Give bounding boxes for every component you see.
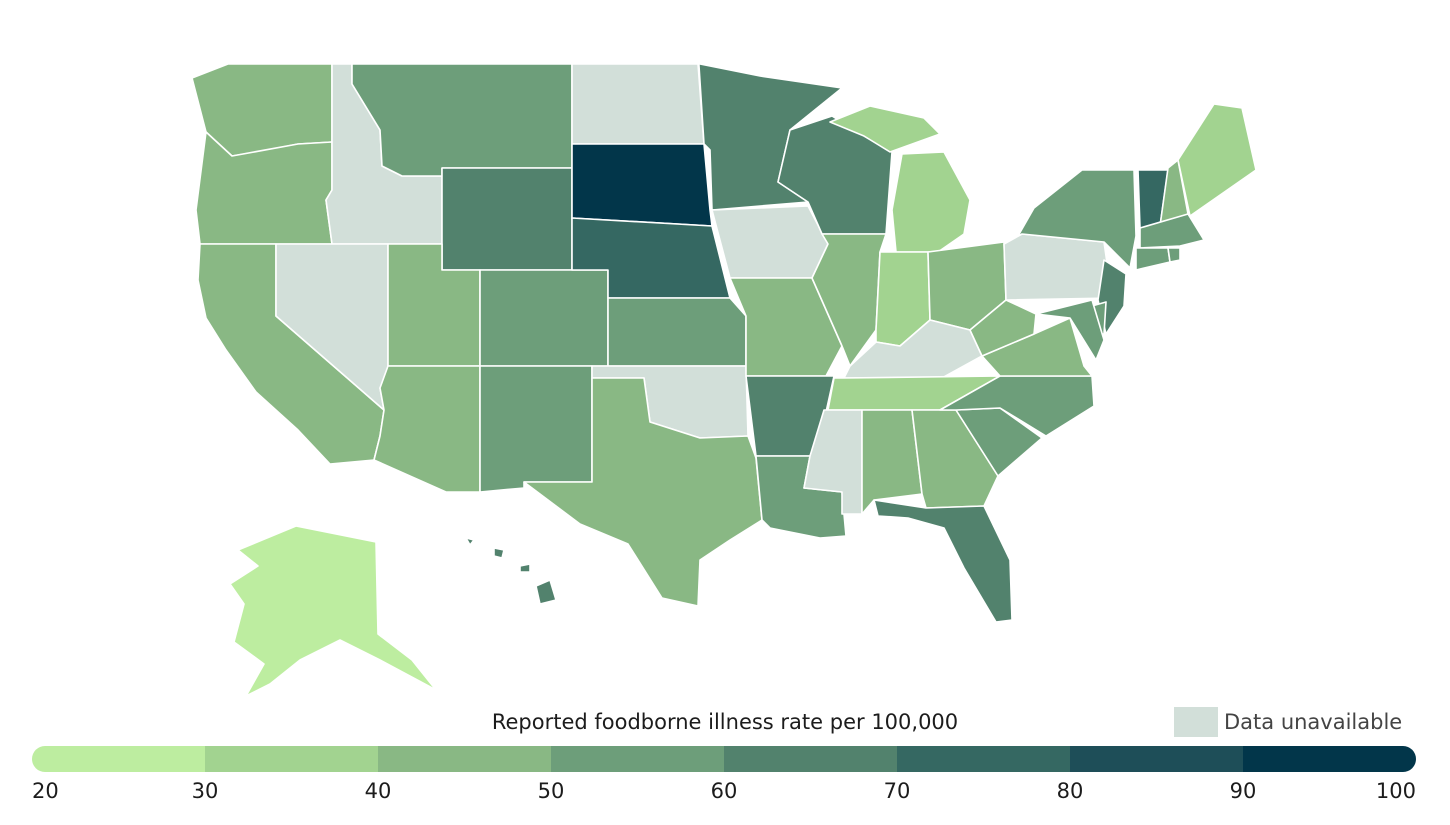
us-choropleth-map [191, 49, 1257, 697]
state-arizona[interactable] [373, 365, 481, 493]
legend-data-unavailable: Data unavailable [1174, 706, 1402, 738]
legend-color-bar [32, 746, 1416, 772]
legend-tick-label: 20 [32, 779, 59, 803]
legend-tick-label: 90 [1229, 779, 1257, 803]
legend-tick-label: 40 [364, 779, 392, 803]
legend-bin-5 [897, 746, 1070, 772]
legend-ticks: 20 30 40 50 60 70 80 90 100 [0, 779, 1450, 809]
legend-title: Reported foodborne illness rate per 100,… [491, 710, 959, 734]
legend-bin-7 [1243, 746, 1416, 772]
state-alabama[interactable] [861, 409, 923, 515]
state-hawaii[interactable] [465, 537, 557, 605]
state-maine[interactable] [1177, 103, 1257, 217]
state-new-mexico[interactable] [479, 365, 593, 493]
legend-bin-0 [32, 746, 205, 772]
state-west-virginia[interactable] [969, 299, 1037, 357]
state-massachusetts[interactable] [1139, 213, 1205, 249]
state-connecticut[interactable] [1135, 247, 1171, 271]
state-pennsylvania[interactable] [1003, 233, 1113, 301]
legend-bin-3 [551, 746, 724, 772]
legend-tick-label: 60 [710, 779, 738, 803]
state-new-york[interactable] [1017, 169, 1137, 269]
state-kansas[interactable] [607, 297, 747, 367]
state-texas[interactable] [523, 377, 763, 607]
legend-tick-label: 100 [1375, 779, 1416, 803]
legend-bin-4 [724, 746, 897, 772]
legend-tick-label: 50 [537, 779, 565, 803]
data-unavailable-label: Data unavailable [1224, 710, 1403, 734]
state-alaska[interactable] [229, 525, 437, 697]
state-rhode-island[interactable] [1167, 247, 1181, 263]
legend-tick-label: 30 [191, 779, 219, 803]
legend-tick-label: 80 [1056, 779, 1084, 803]
state-montana[interactable] [351, 63, 573, 177]
data-unavailable-swatch [1174, 707, 1218, 737]
state-michigan[interactable] [829, 105, 971, 253]
legend-tick-label: 70 [883, 779, 911, 803]
state-wyoming[interactable] [441, 167, 573, 271]
state-north-dakota[interactable] [571, 63, 705, 145]
legend-bin-1 [205, 746, 378, 772]
state-florida[interactable] [873, 499, 1013, 623]
state-iowa[interactable] [711, 205, 829, 279]
state-maryland[interactable] [1035, 299, 1105, 361]
state-south-dakota[interactable] [571, 143, 713, 227]
legend-bin-6 [1070, 746, 1243, 772]
legend-bin-2 [378, 746, 551, 772]
state-colorado[interactable] [479, 269, 609, 367]
